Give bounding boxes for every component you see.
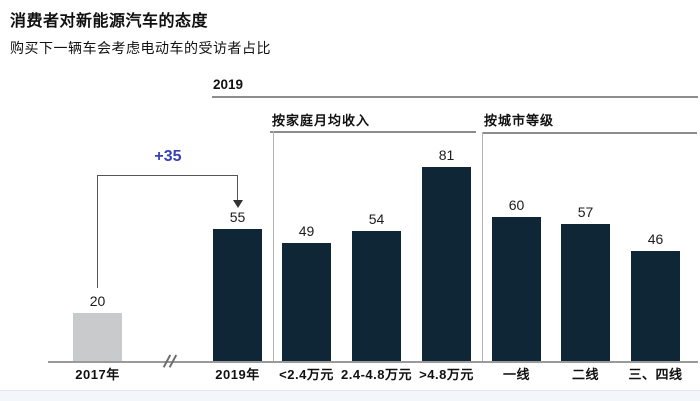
bar [73,313,122,361]
bar [352,231,401,361]
annotation-bracket-left [97,175,99,288]
bar-value-label: 57 [577,204,594,220]
bar-category-label: <2.4万元 [279,367,334,382]
bar-value-label: 60 [508,197,525,213]
bar-category-label: 2.4-4.8万元 [341,367,412,382]
axis-break-icon [162,354,179,369]
chart-subtitle: 购买下一辆车会考虑电动车的受访者占比 [10,40,271,56]
bar-category-label: 2017年 [75,367,120,382]
annotation-bracket-right [237,175,239,201]
bar [492,217,541,361]
bar-category-label: 三、四线 [628,367,683,382]
bar-category-label: 2019年 [215,367,260,382]
group-underline-city-tier [483,132,697,134]
group-separator-city-tier [482,132,483,361]
bar-value-label: 81 [438,147,455,163]
group-underline-income [270,131,476,133]
bottom-strip [0,390,700,401]
annotation-delta-label: +35 [154,148,182,165]
bar-value-label: 55 [229,209,246,225]
bar [561,224,610,361]
bar-value-label: 54 [368,211,385,227]
period-header-2019: 2019 [213,77,244,92]
bar [422,167,471,361]
group-separator-income [273,131,274,361]
annotation-bracket-top [97,175,238,177]
bar-category-label: >4.8万元 [419,367,474,382]
bar-category-label: 一线 [502,367,530,382]
group-header-city-tier: 按城市等级 [484,113,555,128]
bar-category-label: 二线 [571,367,599,382]
bar [631,251,680,361]
bar [213,229,262,361]
period-underline [212,96,698,98]
bar-value-label: 20 [89,293,106,309]
group-header-income: 按家庭月均收入 [272,113,371,128]
page-title: 消费者对新能源汽车的态度 [10,13,209,30]
arrow-down-icon [233,200,243,208]
bar-value-label: 49 [298,223,315,239]
bar [282,243,331,361]
x-axis-baseline [48,361,698,363]
bar-value-label: 46 [647,231,664,247]
